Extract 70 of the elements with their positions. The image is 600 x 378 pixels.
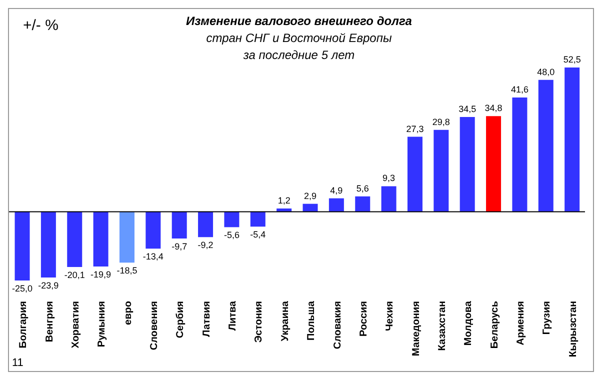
data-label: -5,4 <box>250 230 266 240</box>
bar <box>564 68 580 212</box>
bar <box>512 97 528 212</box>
x-tick-label: Литва <box>228 300 239 331</box>
bar <box>250 212 266 227</box>
x-tick-label: Македония <box>410 300 422 356</box>
x-tick-label: Венгрия <box>44 300 56 342</box>
data-label: -5,6 <box>224 230 240 240</box>
x-tick-label: Чехия <box>384 300 396 331</box>
data-label: -9,2 <box>198 240 214 250</box>
x-tick-label: Армения <box>516 300 527 346</box>
data-label: -9,7 <box>172 241 188 252</box>
bar <box>486 116 502 212</box>
bar <box>355 196 370 212</box>
x-tick-label: Болгария <box>18 300 30 348</box>
chart-subtitle: стран СНГ и Восточной Европы за последние 5 лет <box>205 30 393 64</box>
x-tick-label: Хорватия <box>70 300 82 348</box>
bar <box>67 212 82 268</box>
x-tick-label: Словения <box>149 300 160 350</box>
bar <box>381 186 396 212</box>
bar <box>14 212 30 280</box>
bar <box>119 212 134 263</box>
x-tick-label: Грузия <box>542 300 553 335</box>
data-label: -20,1 <box>64 270 85 280</box>
x-tick-label: Россия <box>358 300 370 337</box>
x-tick-label: Казахстан <box>437 301 448 351</box>
x-tick-label: Молдова <box>463 300 474 346</box>
y-axis-title: +/- % <box>23 17 58 34</box>
data-label: -25,0 <box>12 283 33 294</box>
data-label: -13,4 <box>142 252 164 262</box>
data-label: 34,5 <box>458 104 476 114</box>
data-label: 29,8 <box>432 116 450 127</box>
bar <box>146 212 161 249</box>
chart-title: Изменение валового внешнего долга <box>185 13 413 30</box>
x-tick-label: Латвия <box>201 300 212 337</box>
data-label: 52,5 <box>563 54 581 65</box>
x-tick-label: Украина <box>280 300 291 342</box>
bar <box>198 212 214 238</box>
x-tick-label: Беларусь <box>489 301 500 349</box>
data-label: 5,6 <box>356 183 369 194</box>
bar <box>93 212 108 266</box>
bar <box>302 204 318 212</box>
bar <box>224 212 240 228</box>
data-label: 2,9 <box>304 190 317 201</box>
data-label: 9,3 <box>382 173 396 184</box>
data-label: 41,6 <box>510 84 528 94</box>
bar <box>538 80 554 212</box>
bar <box>407 136 422 212</box>
x-tick-label: евро <box>122 301 134 325</box>
x-tick-label: Румыния <box>96 300 108 348</box>
x-tick-label: Польша <box>306 300 318 340</box>
data-label: 34,8 <box>484 103 502 114</box>
bar <box>40 212 56 278</box>
bar <box>460 116 475 212</box>
bar <box>276 208 292 212</box>
bar <box>328 198 344 212</box>
data-label: 27,3 <box>406 124 424 134</box>
x-tick-label: Словакия <box>332 300 344 350</box>
data-label: 48,0 <box>537 66 555 77</box>
x-tick-label: Кырызстан <box>568 301 579 358</box>
x-tick-label: Эстония <box>254 300 265 343</box>
data-label: -18,5 <box>116 266 138 276</box>
bar <box>434 130 449 212</box>
data-label: -19,9 <box>90 269 112 280</box>
bar <box>172 212 187 238</box>
data-label: 1,2 <box>278 195 290 206</box>
x-tick-label: Сербия <box>175 300 186 338</box>
data-label: -23,9 <box>38 280 59 290</box>
text: 11 <box>12 357 24 369</box>
data-label: 4,9 <box>330 185 343 196</box>
